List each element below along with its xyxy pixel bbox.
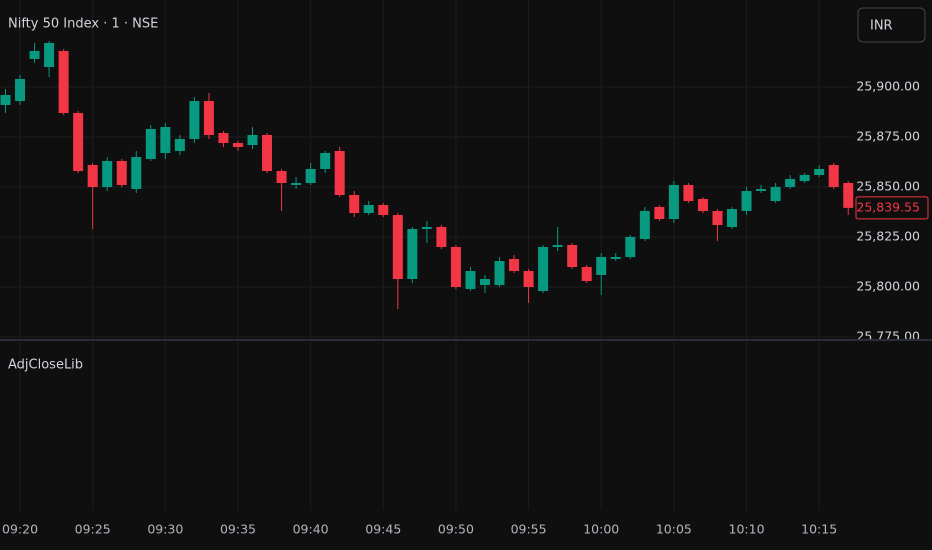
currency-label[interactable]: INR xyxy=(870,19,893,34)
candle-body xyxy=(160,127,171,153)
candle-body xyxy=(712,211,723,225)
candle-body xyxy=(349,195,360,213)
x-tick-label: 09:30 xyxy=(147,522,183,537)
price-pane: 25,775.00 25,800.00 25,825.00 25,850.00 25,8… xyxy=(0,41,929,344)
candle-body xyxy=(334,151,345,195)
candle-body xyxy=(450,247,461,287)
candle-body xyxy=(596,257,607,275)
indicator-label: AdjCloseLib xyxy=(8,358,83,373)
candle-body xyxy=(697,199,708,211)
y-tick-label: 25,800.00 xyxy=(856,279,920,294)
candle-body xyxy=(479,279,490,285)
candle-body xyxy=(741,191,752,211)
candle-body xyxy=(494,261,505,285)
candle-body xyxy=(145,129,156,159)
candle-body xyxy=(0,95,11,105)
candle-body xyxy=(756,189,767,191)
candle-body xyxy=(668,185,679,219)
candle-body xyxy=(102,161,113,187)
currency-button[interactable] xyxy=(857,7,926,43)
x-tick-label: 09:35 xyxy=(220,522,256,537)
candle-body xyxy=(116,161,127,185)
candle-body xyxy=(639,211,650,239)
candle-body xyxy=(610,257,621,259)
candle-body xyxy=(814,169,825,175)
x-tick-label: 09:55 xyxy=(511,522,547,537)
time-axis: 09:20 09:25 09:30 09:35 09:40 09:45 09:50 09:55… xyxy=(2,522,837,537)
chart-title: Nifty 50 Index · 1 · NSE xyxy=(8,17,158,32)
candle-body xyxy=(203,101,214,135)
candle-body xyxy=(683,185,694,201)
candle-body xyxy=(174,139,185,151)
candle-body xyxy=(189,101,200,139)
candle-body xyxy=(509,259,520,271)
candle-body xyxy=(843,183,854,208)
candle-body xyxy=(436,227,447,247)
candle-body xyxy=(58,51,69,113)
candle-body xyxy=(73,113,84,171)
candle-body xyxy=(87,165,98,187)
x-tick-label: 10:00 xyxy=(583,522,619,537)
x-tick-label: 10:15 xyxy=(801,522,837,537)
candle-body xyxy=(625,237,636,257)
candle-body xyxy=(276,171,287,183)
candle-body xyxy=(247,135,258,145)
candle-body xyxy=(305,169,316,183)
y-tick-label: 25,825.00 xyxy=(856,229,920,244)
y-tick-label: 25,875.00 xyxy=(856,129,920,144)
x-tick-label: 09:40 xyxy=(293,522,329,537)
x-tick-label: 10:10 xyxy=(729,522,765,537)
candle-body xyxy=(15,79,26,101)
candle-body xyxy=(538,247,549,291)
candle-body xyxy=(131,157,142,189)
last-price-label: 25,839.55 xyxy=(856,199,920,214)
candle-body xyxy=(581,267,592,281)
candle-body xyxy=(232,143,243,147)
candle-body xyxy=(523,271,534,287)
candle-body xyxy=(828,165,839,187)
y-tick-label: 25,900.00 xyxy=(856,79,920,94)
candle-body xyxy=(218,133,229,143)
candle-body xyxy=(465,271,476,289)
x-tick-label: 09:50 xyxy=(438,522,474,537)
candle-body xyxy=(262,135,273,171)
candle-body xyxy=(392,215,403,279)
y-tick-label: 25,775.00 xyxy=(856,329,920,344)
x-tick-label: 09:25 xyxy=(75,522,111,537)
candle-body xyxy=(421,227,432,229)
candle-body xyxy=(552,245,563,247)
candle-body xyxy=(378,205,389,215)
candle-body xyxy=(363,205,374,213)
candle-body xyxy=(44,43,55,67)
x-tick-label: 10:05 xyxy=(656,522,692,537)
candle-body xyxy=(770,187,781,201)
candle-body xyxy=(29,51,40,59)
candle-body xyxy=(785,179,796,187)
candle-body xyxy=(727,209,737,227)
x-tick-label: 09:45 xyxy=(365,522,401,537)
x-tick-label: 09:20 xyxy=(2,522,38,537)
candle-body xyxy=(654,207,665,219)
candle-body xyxy=(291,183,302,185)
last-price-box xyxy=(855,196,929,220)
candle-body xyxy=(407,229,418,279)
candle-body xyxy=(799,175,810,181)
y-tick-label: 25,850.00 xyxy=(856,179,920,194)
candle-body xyxy=(320,153,331,169)
candle-body xyxy=(567,245,578,267)
